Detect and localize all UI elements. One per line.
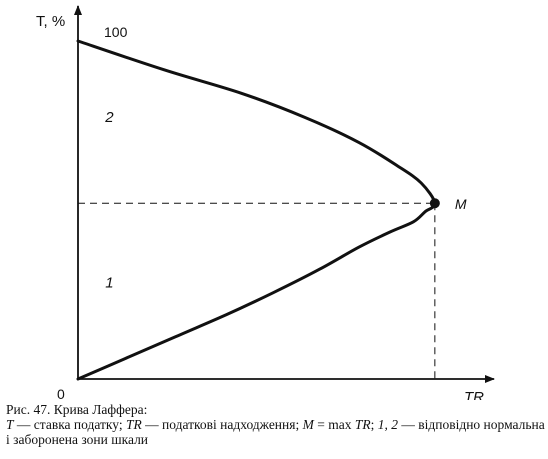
laffer-curve-line <box>76 39 437 381</box>
max-point-marker <box>429 198 440 209</box>
y-tick-label-100: 100 <box>104 24 128 40</box>
caption-part: T <box>6 417 14 432</box>
caption-part: 1, 2 <box>377 417 398 432</box>
caption-part: — відповідно нормальна і заборонена зони… <box>6 417 545 447</box>
caption-legend: T — ставка податку; TR — податкові надхо… <box>6 417 546 447</box>
max-point-label: M <box>455 196 467 212</box>
x-axis-label: TR <box>464 389 484 400</box>
caption-part: M <box>302 417 314 432</box>
caption-part: — податкові надходження; <box>141 417 303 432</box>
caption-part: TR <box>125 417 142 432</box>
caption-title: Рис. 47. Крива Лаффера: <box>6 402 148 417</box>
origin-label: 0 <box>57 386 65 400</box>
y-axis-label: T, % <box>36 13 65 30</box>
zone-label-2: 2 <box>104 109 114 126</box>
caption-part: — ставка податку; <box>13 417 126 432</box>
caption-part: TR <box>354 417 371 432</box>
laffer-curve-chart: M T, % TR 0 100 2 1 <box>36 5 495 400</box>
figure-caption: Рис. 47. Крива Лаффера: T — ставка подат… <box>6 402 546 447</box>
caption-part: ; <box>370 417 378 432</box>
caption-part: = max <box>313 417 355 432</box>
zone-label-1: 1 <box>105 275 113 292</box>
